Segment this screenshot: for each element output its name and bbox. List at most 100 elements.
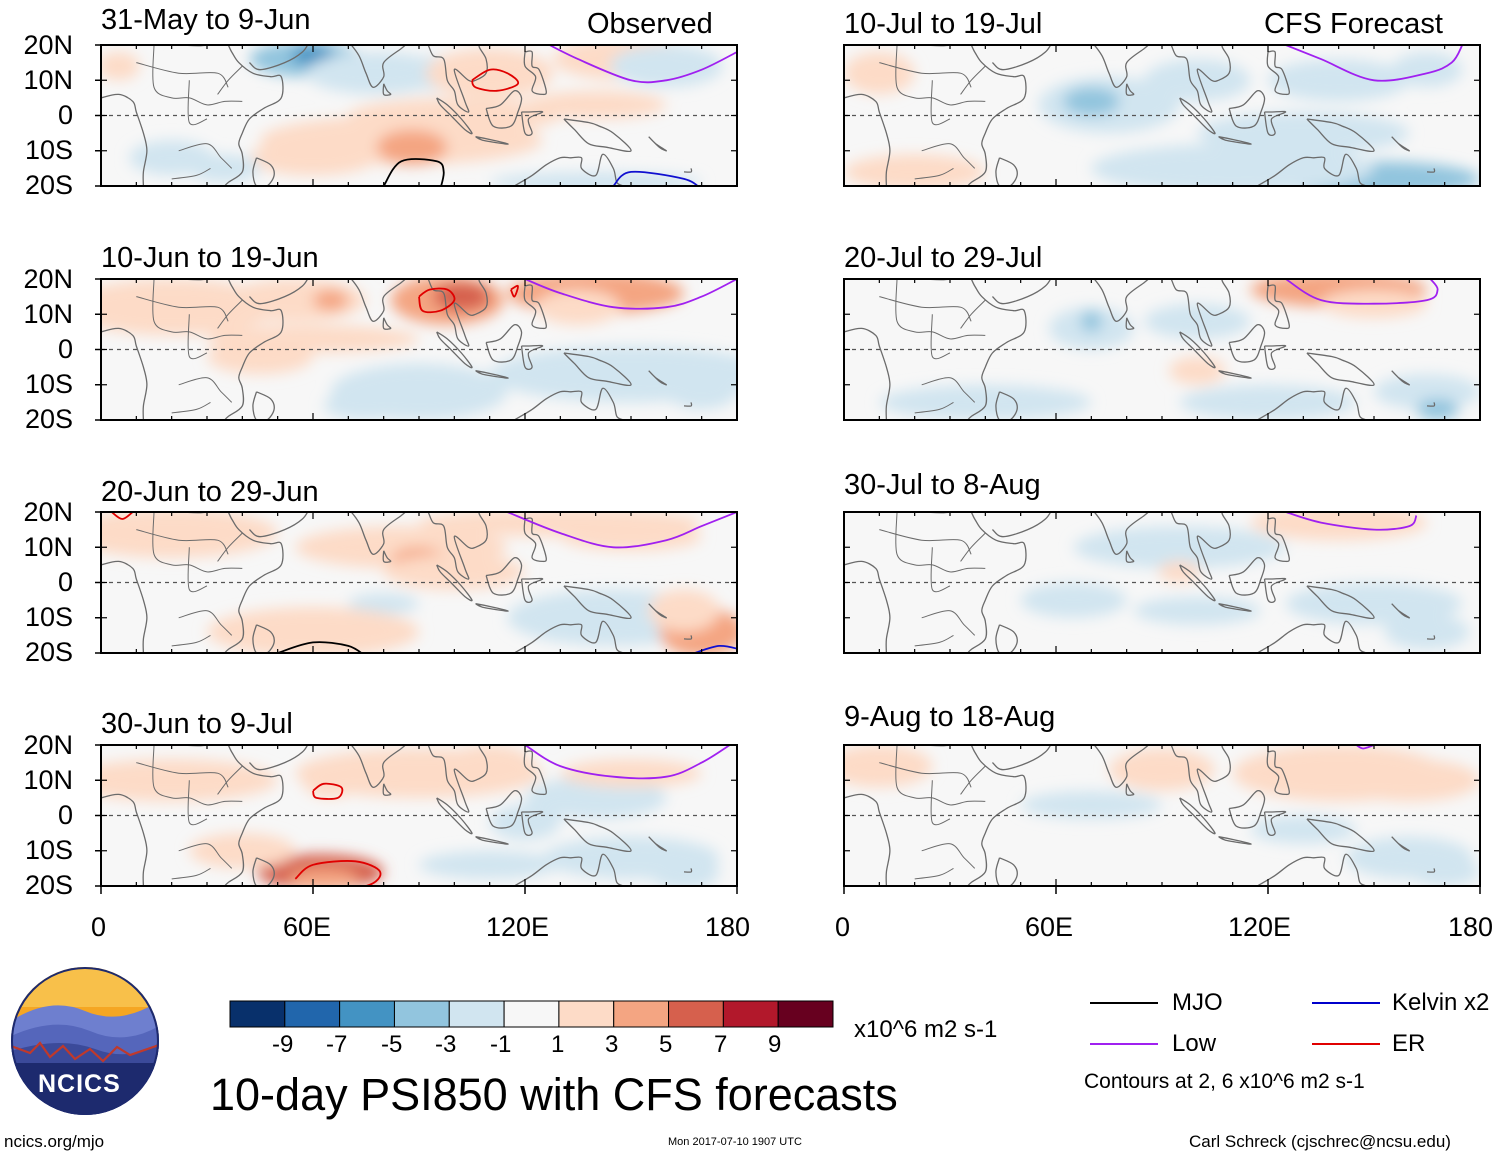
colorbar xyxy=(229,1000,834,1028)
coastline xyxy=(1179,564,1216,602)
anomaly-shading xyxy=(879,279,1480,420)
coastline xyxy=(648,603,667,619)
footer-url[interactable]: ncics.org/mjo xyxy=(4,1132,105,1151)
country-border xyxy=(879,762,972,788)
lat-label-eq: 0 xyxy=(57,800,73,830)
anomaly-patch xyxy=(447,745,533,781)
country-border xyxy=(960,765,986,795)
country-border xyxy=(136,762,229,788)
lon-label-60e: 60E xyxy=(283,912,332,942)
country-border xyxy=(136,62,229,88)
country-border xyxy=(914,867,954,880)
anomaly-patch xyxy=(525,90,667,120)
coastline xyxy=(1391,370,1410,386)
lat-label-20s: 20S xyxy=(24,870,73,900)
lon-label-180: 180 xyxy=(705,912,751,942)
coastline xyxy=(513,153,625,186)
coastline xyxy=(995,391,1018,420)
country-border xyxy=(217,765,243,795)
wave-contour xyxy=(1285,512,1418,531)
anomaly-patch xyxy=(348,593,419,615)
colorbar-swatch xyxy=(339,1000,395,1028)
country-border xyxy=(914,167,954,180)
anomaly-patch xyxy=(1250,815,1357,844)
coastline xyxy=(101,93,148,186)
map-panel xyxy=(95,744,738,894)
country-border xyxy=(136,296,229,322)
anomaly-shading xyxy=(101,45,723,186)
coastline xyxy=(1256,853,1368,886)
anomaly-patch xyxy=(101,512,278,558)
coastline xyxy=(520,810,544,836)
coastline xyxy=(436,331,473,369)
coastline xyxy=(1093,45,1231,113)
lat-label-10n: 10N xyxy=(23,532,73,562)
colorbar-label: -9 xyxy=(272,1031,294,1058)
coastline xyxy=(350,512,488,580)
coastline xyxy=(101,560,148,653)
country-border xyxy=(895,45,986,106)
coastline xyxy=(683,168,693,173)
wave-contour xyxy=(382,158,445,186)
country-border xyxy=(895,745,986,806)
coastline xyxy=(350,745,488,813)
country-border xyxy=(152,279,243,340)
coastline xyxy=(513,620,625,653)
colorbar-label: 5 xyxy=(659,1031,673,1058)
anomaly-patch xyxy=(648,589,720,632)
anomaly-patch xyxy=(1133,596,1261,625)
lat-label-10s: 10S xyxy=(24,135,73,165)
colorbar-label: 9 xyxy=(768,1031,782,1058)
panel-title-fcst-4: 9-Aug to 18-Aug xyxy=(844,701,1056,733)
coastline xyxy=(248,279,309,305)
coastline xyxy=(1306,118,1375,153)
coastline xyxy=(1426,402,1436,407)
coastline xyxy=(1218,370,1252,379)
coastline xyxy=(683,635,693,640)
coastline xyxy=(1266,284,1290,330)
coastline xyxy=(1093,512,1231,580)
ncics-logo xyxy=(11,967,159,1115)
coastline xyxy=(523,50,547,96)
country-border xyxy=(921,610,976,636)
coastline xyxy=(1256,387,1368,420)
anomaly-patch xyxy=(489,804,561,841)
contours-note: Contours at 2, 6 x10^6 m2 s-1 xyxy=(1084,1070,1365,1093)
anomaly-patch xyxy=(1109,748,1215,791)
lon-label-60e: 60E xyxy=(1025,912,1074,942)
coastline xyxy=(1093,745,1231,813)
coastline xyxy=(1266,750,1290,796)
coastline xyxy=(1426,635,1436,640)
coastline xyxy=(252,157,275,186)
country-border xyxy=(930,547,951,593)
coastline xyxy=(520,577,544,603)
anomaly-patch xyxy=(609,45,723,88)
lat-label-20n: 20N xyxy=(23,30,73,60)
coastline xyxy=(1426,868,1436,873)
coastline xyxy=(563,585,632,620)
coastline xyxy=(101,793,148,886)
coastline xyxy=(523,750,547,796)
colorbar-label: 1 xyxy=(551,1031,565,1058)
coastline xyxy=(436,564,473,602)
lat-label-20s: 20S xyxy=(24,404,73,434)
anomaly-patch xyxy=(1409,857,1480,886)
anomaly-patch xyxy=(242,635,384,653)
coastline xyxy=(1179,331,1216,369)
coastline xyxy=(252,857,275,886)
anomaly-patch xyxy=(376,129,448,165)
colorbar-units: x10^6 m2 s-1 xyxy=(854,1016,998,1043)
wave-contour xyxy=(294,860,382,886)
colorbar-swatch xyxy=(777,1000,834,1028)
anomaly-patch xyxy=(844,745,933,788)
coastline xyxy=(648,136,667,152)
coastline xyxy=(648,836,667,852)
coastline xyxy=(563,352,632,387)
anomaly-patch xyxy=(1020,582,1127,618)
lat-label-10s: 10S xyxy=(24,369,73,399)
wave-contour xyxy=(694,644,737,653)
anomaly-patch xyxy=(1268,59,1410,102)
colorbar-swatch xyxy=(503,1000,560,1028)
wave-contour xyxy=(111,512,134,520)
